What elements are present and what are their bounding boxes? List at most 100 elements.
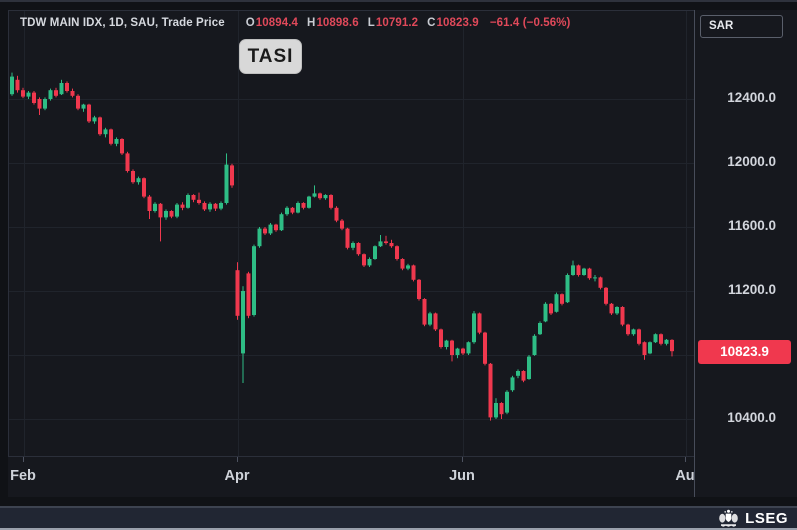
price-tick-label: 10400.0 (727, 410, 776, 425)
candle-body (527, 356, 531, 379)
candle-body (554, 294, 559, 312)
candle-body (664, 339, 669, 344)
candle-body (92, 117, 97, 122)
high-value: 10898.6 (316, 17, 359, 29)
candle-body (488, 363, 493, 418)
candle-body (59, 83, 64, 95)
candle-body (175, 204, 179, 217)
price-chart-panel[interactable]: TDW MAIN IDX, 1D, SAU, Trade Price O10894… (8, 10, 695, 457)
candle-body (43, 99, 47, 109)
candle-body (637, 329, 641, 344)
candle-body (450, 340, 454, 355)
candle-body (219, 203, 223, 209)
candle-body (230, 165, 234, 186)
bottom-divider (0, 506, 797, 508)
candle-body (444, 340, 449, 347)
window-top-edge (0, 0, 797, 2)
price-tick-label: 11600.0 (727, 218, 776, 233)
candle-body (604, 287, 608, 304)
candle-body (246, 273, 251, 316)
candle-body (653, 334, 658, 343)
candle-body (395, 246, 399, 259)
candle-body (26, 92, 31, 97)
candle-body (615, 307, 619, 314)
candle-body (197, 199, 201, 203)
candle-body (389, 243, 394, 247)
candle-body (483, 332, 487, 364)
candle-body (345, 228, 350, 248)
candle-body (307, 196, 311, 208)
candle-body (208, 203, 212, 210)
candle-body (340, 220, 344, 229)
candle-body (76, 95, 80, 109)
candle-body (538, 323, 542, 335)
candle-body (241, 291, 245, 354)
candle-body (571, 265, 575, 275)
low-value: 10791.2 (375, 17, 419, 29)
candle-body (142, 178, 146, 197)
candle-body (505, 391, 509, 413)
candle-body (593, 277, 597, 279)
candle-body (109, 129, 113, 144)
candle-body (422, 299, 427, 325)
candle-body (565, 275, 570, 303)
time-tick (237, 457, 238, 462)
candle-body (48, 90, 53, 99)
candle-body (10, 76, 14, 95)
candle-body (642, 342, 647, 355)
candle-body (87, 104, 91, 122)
candle-body (164, 211, 168, 218)
lseg-logo-text: LSEG (745, 509, 788, 527)
currency-button[interactable]: SAR (700, 15, 783, 38)
chart-legend: TDW MAIN IDX, 1D, SAU, Trade Price O10894… (20, 15, 571, 31)
candle-body (158, 203, 163, 218)
candle-body (510, 377, 515, 391)
time-axis[interactable]: Feb Apr Jun Au (8, 456, 694, 497)
candle-body (516, 371, 520, 376)
candle-body (131, 171, 135, 183)
candle-body (494, 403, 498, 418)
candle-body (582, 268, 586, 275)
symbol-title[interactable]: TDW MAIN IDX, 1D, SAU, Trade Price (20, 17, 225, 29)
tasi-annotation[interactable]: TASI (239, 39, 302, 74)
candle-body (70, 91, 75, 96)
candle-body (477, 313, 482, 333)
price-axis[interactable]: SAR 10823.9 12400.0 12000.0 11600.0 11200.0… (694, 10, 797, 497)
candle-body (472, 313, 476, 343)
candle-body (120, 139, 124, 154)
candle-body (620, 307, 625, 325)
candlestick-chart[interactable] (9, 11, 695, 457)
candle-body (576, 265, 581, 275)
candle-body (318, 193, 322, 199)
candle-wick (198, 192, 200, 205)
low-label: L (367, 17, 375, 29)
candle-wick (314, 185, 315, 198)
candle-body (81, 104, 86, 109)
candle-body (532, 335, 537, 355)
candle-body (191, 195, 196, 200)
candle-body (180, 204, 185, 208)
candle-body (136, 178, 141, 183)
candle-body (648, 342, 652, 354)
candle-body (290, 207, 295, 213)
candle-body (356, 243, 361, 255)
candle-body (499, 403, 504, 415)
candle-wick (380, 235, 381, 247)
last-price-tag: 10823.9 (698, 340, 791, 365)
candle-body (609, 303, 614, 314)
time-tick-label: Feb (10, 468, 36, 484)
candle-body (631, 329, 636, 335)
bottom-app-bar: LSEG (0, 508, 797, 528)
candle-body (587, 268, 592, 279)
candle-body (252, 246, 256, 315)
candle-body (598, 277, 603, 288)
candle-body (626, 324, 630, 335)
candle-body (54, 90, 58, 96)
time-tick-label: Jun (449, 468, 475, 484)
high-label: H (307, 17, 316, 29)
time-tick-label: Apr (224, 468, 250, 484)
time-tick (23, 457, 24, 462)
candle-body (659, 334, 663, 344)
time-tick (462, 457, 463, 462)
